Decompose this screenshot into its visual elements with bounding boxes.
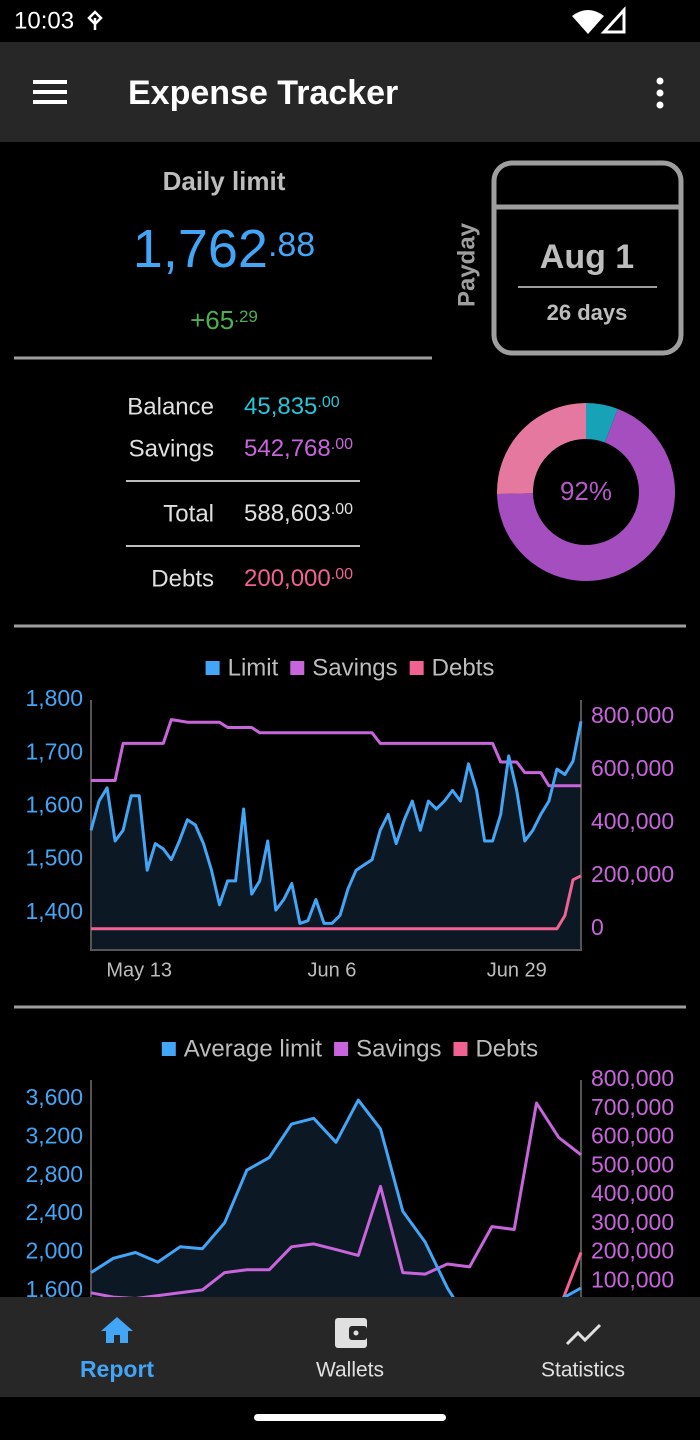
legend: Average limit Savings Debts	[161, 1035, 538, 1062]
line	[91, 874, 582, 931]
app-title: Expense Tracker	[128, 74, 398, 112]
value-fraction: .00	[331, 501, 353, 518]
value-whole: 588,603	[244, 500, 331, 527]
status-time: 10:03	[14, 7, 74, 34]
legend-swatch	[453, 1042, 468, 1056]
legend-swatch	[161, 1042, 176, 1056]
status-icon	[87, 10, 103, 30]
area	[91, 721, 581, 950]
summary-value: 542,768.00	[244, 435, 353, 462]
daily-limit-value: 1,762.88	[133, 219, 315, 279]
x-tick-label: May 13	[106, 959, 172, 981]
legend-label: Debts	[475, 1035, 538, 1062]
donut-segment	[497, 408, 675, 582]
donut-segment	[496, 403, 586, 495]
y2-tick-label: 700,000	[591, 1094, 674, 1120]
legend: Limit Savings Debts	[205, 654, 495, 681]
y-tick-label: 1,700	[25, 738, 83, 764]
y-tick-label: 1,500	[25, 845, 83, 871]
y2-tick-label: 600,000	[591, 1123, 674, 1149]
value-whole: 200,000	[244, 565, 331, 592]
report-icon	[101, 1317, 133, 1343]
nav-item[interactable]: Statistics	[541, 1359, 625, 1382]
y2-tick-label: 800,000	[591, 1065, 674, 1091]
y2-tick-label: 300,000	[591, 1209, 674, 1235]
summary-label: Debts	[151, 565, 214, 592]
wallets-icon-dot	[353, 1330, 359, 1336]
app-bar	[0, 42, 700, 142]
donut-segment	[586, 403, 618, 443]
y2-tick-label: 0	[591, 914, 604, 940]
summary-label: Savings	[129, 435, 214, 462]
legend-label: Limit	[228, 654, 279, 681]
y2-tick-label: 200,000	[591, 1238, 674, 1264]
value-fraction: .00	[331, 566, 353, 583]
gesture-bar	[254, 1414, 446, 1421]
y-tick-label: 3,600	[25, 1084, 83, 1110]
y2-tick-label: 600,000	[591, 755, 674, 781]
summary-value: 45,835.00	[244, 393, 340, 420]
legend-swatch	[205, 661, 220, 675]
donut-chart	[496, 403, 675, 582]
legend-label: Savings	[356, 1035, 441, 1062]
legend-swatch	[409, 661, 424, 675]
payday-days: 26 days	[547, 300, 628, 325]
value-whole: 542,768	[244, 435, 331, 462]
x-tick-label: Jun 6	[308, 959, 357, 981]
y2-tick-label: 500,000	[591, 1151, 674, 1177]
y2-tick-label: 400,000	[591, 808, 674, 834]
x-tick-label: Jun 29	[487, 959, 547, 981]
payday-date: Aug 1	[540, 238, 634, 276]
y2-tick-label: 200,000	[591, 861, 674, 887]
donut-label: 92%	[560, 476, 612, 506]
charts: Limit Savings Debts 1,400 1,500 1,600 1,700 1,8…	[25, 654, 674, 1325]
legend-swatch	[290, 661, 305, 675]
y-tick-label: 1,400	[25, 898, 83, 924]
y-tick-label: 2,400	[25, 1199, 83, 1225]
change-fraction: .29	[234, 307, 258, 326]
calendar[interactable]	[491, 160, 684, 356]
summary-value: 200,000.00	[244, 565, 353, 592]
line	[89, 721, 583, 925]
summary-label: Balance	[127, 393, 214, 420]
y-tick-label: 2,000	[25, 1238, 83, 1264]
nav-items: Report Wallets Statistics	[80, 1356, 625, 1382]
value-fraction: .00	[331, 436, 353, 453]
value-fraction: .00	[317, 394, 339, 411]
change-whole: +65	[190, 305, 234, 335]
y2-tick-label: 800,000	[591, 702, 674, 728]
legend-label: Average limit	[184, 1035, 323, 1062]
legend-label: Savings	[312, 654, 397, 681]
menu-button[interactable]	[33, 80, 67, 104]
y-tick-label: 1,800	[25, 685, 83, 711]
wifi-icon	[572, 10, 604, 34]
legend-label: Debts	[432, 654, 495, 681]
line	[90, 1101, 582, 1300]
statistics-icon	[565, 1323, 602, 1346]
nav-item[interactable]: Report	[80, 1356, 154, 1382]
y-tick-label: 3,200	[25, 1123, 83, 1149]
daily-limit-fraction: .88	[268, 226, 315, 264]
y2-tick-label: 100,000	[591, 1266, 674, 1292]
line	[91, 718, 581, 788]
y-tick-label: 1,600	[25, 791, 83, 817]
nav-item[interactable]: Wallets	[316, 1359, 384, 1382]
legend-swatch	[334, 1042, 349, 1056]
daily-limit-change: +65.29	[190, 305, 258, 335]
value-whole: 45,835	[244, 393, 317, 420]
overflow-menu[interactable]	[656, 77, 664, 109]
signal-icon	[600, 6, 626, 34]
y2-tick-label: 400,000	[591, 1180, 674, 1206]
summary-label: Total	[163, 500, 214, 527]
area	[91, 1100, 581, 1324]
daily-limit-title: Daily limit	[163, 166, 286, 196]
daily-limit-whole: 1,762	[133, 219, 268, 279]
y-tick-label: 2,800	[25, 1161, 83, 1187]
payday-label: Payday	[453, 222, 480, 307]
summary-value: 588,603.00	[244, 500, 353, 527]
